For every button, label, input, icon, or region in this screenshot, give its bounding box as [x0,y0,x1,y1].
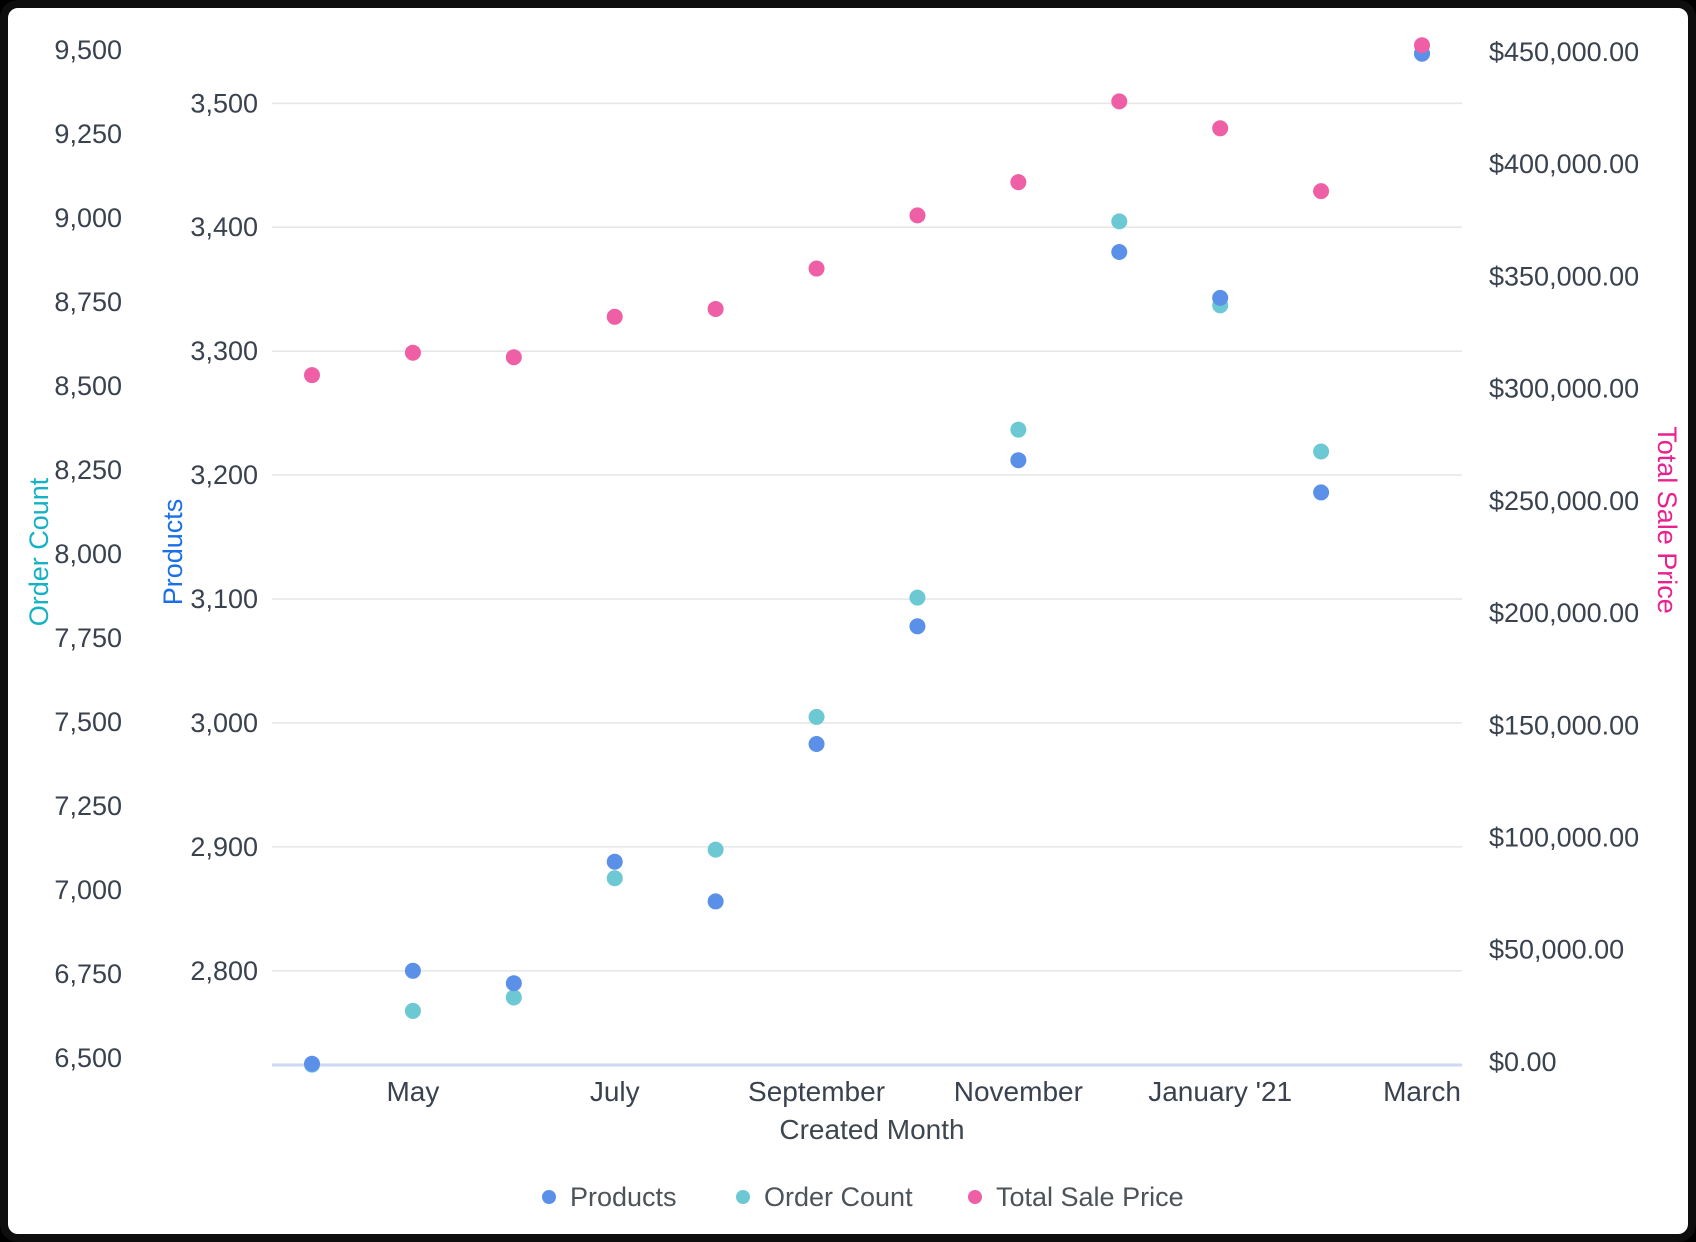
products-tick: 3,000 [190,708,258,738]
products-tick: 3,400 [190,212,258,242]
point-order-count-november[interactable] [1010,421,1027,438]
point-order-count-july[interactable] [606,870,623,887]
legend-item-products[interactable]: Products [542,1182,677,1212]
total-sale-price-tick: $0.00 [1489,1047,1557,1077]
total-sale-price-tick: $50,000.00 [1489,935,1624,965]
point-order-count-february[interactable] [1313,443,1330,460]
order-count-tick: 7,500 [54,707,122,737]
order-count-axis-title: Order Count [24,477,54,626]
point-total-sale-price-december[interactable] [1111,93,1128,110]
order-count-tick: 8,250 [54,455,122,485]
order-count-tick: 9,500 [54,35,122,65]
order-count-tick: 8,000 [54,539,122,569]
point-products-february[interactable] [1313,484,1330,501]
point-total-sale-price-october[interactable] [909,207,926,224]
products-tick: 2,900 [190,832,258,862]
order-count-tick: 8,750 [54,287,122,317]
point-products-december[interactable] [1111,244,1128,261]
legend-label: Products [570,1182,677,1212]
point-total-sale-price-june[interactable] [505,349,522,366]
order-count-tick: 7,250 [54,791,122,821]
order-count-tick: 9,250 [54,119,122,149]
point-products-july[interactable] [606,853,623,870]
series-points [304,37,1430,1073]
total-sale-price-tick: $400,000.00 [1489,149,1639,179]
total-sale-price-tick: $150,000.00 [1489,710,1639,740]
order-count-tick: 6,750 [54,959,122,989]
point-products-may[interactable] [404,962,421,979]
x-tick-may: May [386,1076,439,1107]
total-sale-price-tick: $200,000.00 [1489,598,1639,628]
total-sale-price-tick: $250,000.00 [1489,486,1639,516]
point-order-count-october[interactable] [909,589,926,606]
x-tick-january--21: January '21 [1148,1076,1292,1107]
legend-marker-products [542,1190,556,1204]
x-tick-september: September [748,1076,885,1107]
point-total-sale-price-february[interactable] [1313,183,1330,200]
order-count-tick: 6,500 [54,1043,122,1073]
point-order-count-june[interactable] [505,989,522,1006]
products-tick: 3,100 [190,584,258,614]
total-sale-price-tick: $300,000.00 [1489,374,1639,404]
point-products-september[interactable] [808,736,825,753]
chart-canvas: 9,500 9,250 9,000 8,750 8,500 8,250 8,000 7,750… [24,35,1682,1212]
point-total-sale-price-august[interactable] [707,300,724,317]
point-products-november[interactable] [1010,452,1027,469]
products-tick: 3,500 [190,88,258,118]
point-total-sale-price-april--20[interactable] [304,367,320,384]
gridlines [272,102,1462,1067]
point-total-sale-price-september[interactable] [808,260,825,277]
point-order-count-may[interactable] [404,1002,421,1019]
point-order-count-august[interactable] [707,841,724,858]
point-products-october[interactable] [909,618,926,635]
legend-label: Order Count [764,1182,913,1212]
total-sale-price-tick: $100,000.00 [1489,822,1639,852]
point-products-august[interactable] [707,893,724,910]
total-sale-price-tick: $350,000.00 [1489,261,1639,291]
point-total-sale-price-july[interactable] [606,308,623,325]
order-count-tick: 8,500 [54,371,122,401]
point-total-sale-price-march[interactable] [1414,37,1430,54]
point-order-count-december[interactable] [1111,213,1128,230]
legend-item-total-sale-price[interactable]: Total Sale Price [968,1182,1184,1212]
x-tick-march: March [1383,1076,1461,1107]
series-products [304,45,1430,1072]
products-tick: 3,300 [190,336,258,366]
legend-label: Total Sale Price [996,1182,1184,1212]
series-total-sale-price [304,37,1430,384]
x-axis-title: Created Month [779,1114,964,1145]
axis-labels: 9,500 9,250 9,000 8,750 8,500 8,250 8,000 7,750… [24,35,1682,1145]
legend-item-order-count[interactable]: Order Count [736,1182,913,1212]
point-total-sale-price-november[interactable] [1010,174,1027,191]
legend-marker-order-count [736,1190,750,1204]
point-total-sale-price-january--21[interactable] [1212,120,1229,137]
order-count-tick: 7,750 [54,623,122,653]
order-count-tick: 7,000 [54,875,122,905]
order-count-tick: 9,000 [54,203,122,233]
x-tick-july: July [590,1076,640,1107]
point-products-january--21[interactable] [1212,289,1229,306]
products-tick: 3,200 [190,460,258,490]
products-tick: 2,800 [190,956,258,986]
legend-marker-total-sale-price [968,1190,982,1204]
point-order-count-september[interactable] [808,708,825,725]
total-sale-price-axis-title: Total Sale Price [1652,426,1682,614]
point-products-june[interactable] [505,975,522,992]
series-order-count [304,45,1430,1073]
total-sale-price-tick: $450,000.00 [1489,37,1639,67]
point-products-april--20[interactable] [304,1055,320,1072]
x-tick-november: November [954,1076,1083,1107]
legend: Products Order Count Total Sale Price [542,1182,1184,1212]
point-total-sale-price-may[interactable] [404,344,421,361]
products-axis-title: Products [158,499,188,606]
